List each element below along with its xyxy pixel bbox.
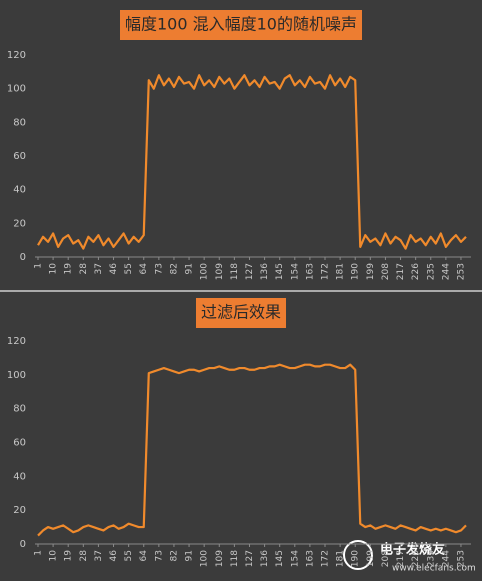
watermark-url: www.elecfans.com <box>392 564 476 574</box>
x-tick-label: 244 <box>441 550 451 567</box>
data-line <box>37 74 467 250</box>
y-tick-label: 40 <box>13 471 26 482</box>
x-tick-label: 100 <box>200 550 210 567</box>
y-tick-label: 120 <box>7 336 26 347</box>
y-tick-label: 100 <box>7 370 26 381</box>
x-tick-label: 64 <box>139 550 149 562</box>
x-tick-label: 19 <box>64 550 74 562</box>
x-tick-label: 10 <box>49 550 59 562</box>
x-tick-label: 46 <box>109 263 119 275</box>
y-tick-label: 40 <box>13 185 26 196</box>
y-tick-label: 20 <box>13 505 26 516</box>
x-tick-label: 226 <box>411 550 421 567</box>
y-tick-label: 100 <box>7 84 26 95</box>
x-tick-label: 19 <box>64 263 74 275</box>
x-tick-label: 181 <box>336 263 346 280</box>
x-tick-label: 55 <box>124 550 134 561</box>
x-tick-label: 181 <box>336 550 346 567</box>
x-tick-label: 118 <box>230 263 240 280</box>
x-tick-label: 235 <box>426 263 436 280</box>
title-box <box>120 10 362 40</box>
x-tick-label: 217 <box>396 263 406 280</box>
x-tick-label: 127 <box>245 263 255 280</box>
x-tick-label: 199 <box>366 263 376 280</box>
data-line <box>37 363 467 537</box>
x-tick-label: 226 <box>411 263 421 280</box>
x-tick-label: 145 <box>275 263 285 280</box>
x-tick-label: 244 <box>441 263 451 280</box>
x-tick-label: 46 <box>109 550 119 562</box>
chart-title: 幅度100 混入幅度10的随机噪声 <box>125 15 357 34</box>
x-tick-label: 118 <box>230 550 240 567</box>
x-tick-label: 1 <box>34 550 44 556</box>
y-tick-label: 80 <box>13 117 26 128</box>
x-tick-label: 37 <box>94 263 104 274</box>
x-tick-label: 172 <box>321 263 331 280</box>
x-tick-label: 127 <box>245 550 255 567</box>
x-tick-label: 28 <box>79 263 89 275</box>
x-tick-label: 253 <box>456 263 466 280</box>
y-tick-label: 120 <box>7 50 26 61</box>
x-tick-label: 217 <box>396 550 406 567</box>
x-tick-label: 91 <box>185 263 195 274</box>
x-tick-label: 28 <box>79 550 89 562</box>
x-tick-label: 136 <box>260 263 270 280</box>
x-tick-label: 154 <box>290 263 300 280</box>
x-tick-label: 145 <box>275 550 285 567</box>
x-tick-label: 163 <box>305 550 315 567</box>
x-tick-label: 163 <box>305 263 315 280</box>
x-tick-label: 172 <box>321 550 331 567</box>
x-tick-label: 136 <box>260 550 270 567</box>
x-tick-label: 100 <box>200 263 210 280</box>
x-tick-label: 109 <box>215 550 225 567</box>
x-tick-label: 73 <box>154 550 164 561</box>
x-tick-label: 190 <box>351 550 361 567</box>
x-tick-label: 154 <box>290 550 300 567</box>
y-tick-label: 60 <box>13 438 26 449</box>
watermark-logo <box>343 540 373 570</box>
title-box <box>195 298 287 328</box>
x-tick-label: 37 <box>94 550 104 561</box>
x-tick-label: 253 <box>456 550 466 567</box>
y-tick-label: 0 <box>20 252 26 263</box>
x-tick-label: 235 <box>426 550 436 567</box>
x-tick-label: 64 <box>139 263 149 275</box>
x-tick-label: 82 <box>169 550 179 561</box>
y-tick-label: 0 <box>20 539 26 550</box>
y-tick-label: 80 <box>13 404 26 415</box>
x-tick-label: 190 <box>351 263 361 280</box>
x-tick-label: 208 <box>381 550 391 567</box>
x-tick-label: 208 <box>381 263 391 280</box>
x-tick-label: 82 <box>169 263 179 274</box>
x-tick-label: 10 <box>49 263 59 275</box>
y-tick-label: 20 <box>13 218 26 229</box>
x-tick-label: 109 <box>215 263 225 280</box>
x-tick-label: 1 <box>34 263 44 269</box>
x-tick-label: 73 <box>154 263 164 274</box>
x-tick-label: 55 <box>124 263 134 274</box>
chart-title: 过滤后效果 <box>201 303 281 322</box>
watermark-name: 电子发烧友 <box>380 542 445 558</box>
x-tick-label: 91 <box>185 550 195 561</box>
x-tick-label: 199 <box>366 550 376 567</box>
y-tick-label: 60 <box>13 151 26 162</box>
